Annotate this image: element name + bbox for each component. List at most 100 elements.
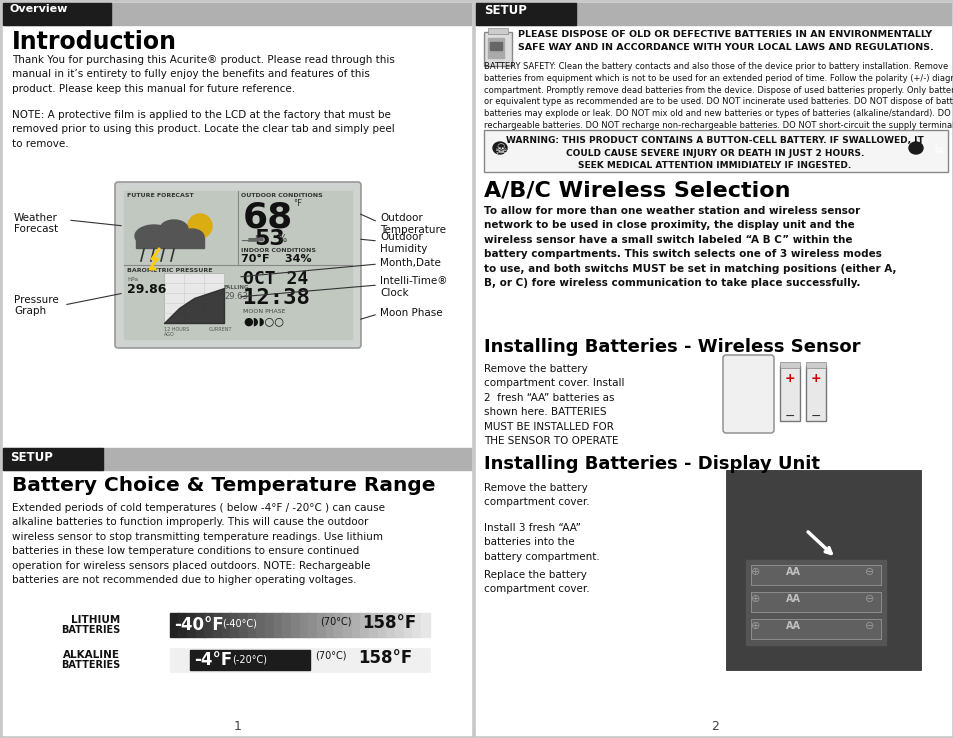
Bar bbox=[178, 613, 187, 637]
Text: Forecast: Forecast bbox=[14, 224, 58, 234]
Text: ▁▃▅: ▁▃▅ bbox=[241, 231, 263, 241]
Text: OUTDOOR CONDITIONS: OUTDOOR CONDITIONS bbox=[241, 193, 322, 198]
Bar bbox=[403, 613, 413, 637]
Bar bbox=[343, 613, 352, 637]
Text: OCT 24: OCT 24 bbox=[243, 270, 308, 288]
Text: -40°F: -40°F bbox=[173, 616, 224, 634]
Text: 12 HOURS: 12 HOURS bbox=[164, 327, 189, 332]
Bar bbox=[239, 613, 248, 637]
Bar bbox=[490, 42, 501, 50]
Bar bbox=[195, 613, 205, 637]
Text: 158°F: 158°F bbox=[357, 649, 412, 667]
Text: Month,Date: Month,Date bbox=[379, 258, 440, 268]
Text: 68: 68 bbox=[243, 201, 293, 235]
Text: Remove the battery
compartment cover. Install
2  fresh “AA” batteries as
shown h: Remove the battery compartment cover. In… bbox=[483, 364, 624, 446]
Bar bbox=[170, 613, 179, 637]
Text: Moon Phase: Moon Phase bbox=[379, 308, 442, 318]
Text: 12:38: 12:38 bbox=[243, 288, 310, 308]
Text: Extended periods of cold temperatures ( below -4°F / -20°C ) can cause
alkaline : Extended periods of cold temperatures ( … bbox=[12, 503, 385, 585]
Text: FUTURE FORECAST: FUTURE FORECAST bbox=[127, 193, 193, 198]
Bar bbox=[3, 3, 111, 25]
Bar bbox=[230, 613, 239, 637]
Bar bbox=[359, 613, 369, 637]
Text: NOTE: A protective film is applied to the LCD at the factory that must be
remove: NOTE: A protective film is applied to th… bbox=[12, 110, 395, 149]
Bar bbox=[386, 613, 395, 637]
Bar bbox=[369, 613, 377, 637]
Text: SETUP: SETUP bbox=[483, 4, 526, 17]
Text: PLEASE DISPOSE OF OLD OR DEFECTIVE BATTERIES IN AN ENVIRONMENTALLY
SAFE WAY AND : PLEASE DISPOSE OF OLD OR DEFECTIVE BATTE… bbox=[517, 30, 933, 52]
Bar bbox=[170, 613, 430, 637]
Ellipse shape bbox=[180, 229, 204, 245]
Text: AGO: AGO bbox=[164, 332, 174, 337]
Text: A/B/C Wireless Selection: A/B/C Wireless Selection bbox=[483, 180, 790, 200]
Bar bbox=[3, 3, 471, 25]
Bar bbox=[725, 470, 920, 670]
Text: Humidity: Humidity bbox=[379, 244, 427, 254]
Ellipse shape bbox=[188, 214, 212, 238]
Bar bbox=[750, 619, 880, 639]
Text: AA: AA bbox=[785, 621, 801, 631]
Text: CURRENT: CURRENT bbox=[209, 327, 233, 332]
Text: Install 3 fresh “AA”
batteries into the
battery compartment.: Install 3 fresh “AA” batteries into the … bbox=[483, 523, 599, 562]
Text: 53: 53 bbox=[253, 229, 284, 249]
Bar bbox=[476, 3, 950, 735]
Bar bbox=[316, 613, 326, 637]
Text: Overview: Overview bbox=[10, 4, 69, 14]
Ellipse shape bbox=[135, 225, 172, 247]
Text: Clock: Clock bbox=[379, 288, 408, 298]
Text: Replace the battery
compartment cover.: Replace the battery compartment cover. bbox=[483, 570, 589, 594]
Bar bbox=[412, 613, 420, 637]
Text: Battery Choice & Temperature Range: Battery Choice & Temperature Range bbox=[12, 476, 435, 495]
Bar bbox=[308, 613, 316, 637]
Text: Installing Batteries - Wireless Sensor: Installing Batteries - Wireless Sensor bbox=[483, 338, 860, 356]
Text: ⊖: ⊖ bbox=[863, 621, 873, 631]
Bar bbox=[3, 448, 103, 470]
Bar bbox=[265, 613, 274, 637]
Bar bbox=[170, 648, 430, 672]
Text: MOON PHASE: MOON PHASE bbox=[243, 309, 285, 314]
Bar bbox=[750, 592, 880, 612]
Bar bbox=[750, 565, 880, 585]
Text: %: % bbox=[277, 234, 287, 244]
Text: ⊖: ⊖ bbox=[863, 567, 873, 577]
Text: 29.86: 29.86 bbox=[127, 283, 166, 296]
Text: WARNING: THIS PRODUCT CONTAINS A BUTTON-CELL BATTERY. IF SWALLOWED, IT
COULD CAU: WARNING: THIS PRODUCT CONTAINS A BUTTON-… bbox=[506, 136, 923, 170]
Text: 2: 2 bbox=[710, 720, 719, 733]
Bar bbox=[274, 613, 283, 637]
Text: ☠: ☠ bbox=[931, 143, 943, 157]
Bar bbox=[483, 32, 512, 66]
Bar bbox=[299, 613, 309, 637]
Bar bbox=[750, 592, 880, 612]
Bar bbox=[476, 3, 576, 25]
Text: Outdoor: Outdoor bbox=[379, 213, 422, 223]
Bar bbox=[124, 191, 352, 339]
Text: Temperature: Temperature bbox=[379, 225, 446, 235]
Bar bbox=[187, 613, 195, 637]
Text: Graph: Graph bbox=[14, 306, 46, 316]
Text: Outdoor: Outdoor bbox=[379, 232, 422, 242]
Text: INDOOR CONDITIONS: INDOOR CONDITIONS bbox=[241, 248, 315, 253]
Text: ALKALINE: ALKALINE bbox=[63, 650, 120, 660]
Bar bbox=[483, 130, 947, 172]
Bar bbox=[282, 613, 291, 637]
Text: BATTERY SAFETY: Clean the battery contacts and also those of the device prior to: BATTERY SAFETY: Clean the battery contac… bbox=[483, 62, 953, 130]
Text: Installing Batteries - Display Unit: Installing Batteries - Display Unit bbox=[483, 455, 820, 473]
Bar bbox=[164, 273, 224, 323]
Ellipse shape bbox=[160, 220, 188, 238]
Bar bbox=[248, 613, 256, 637]
Text: −: − bbox=[784, 410, 795, 423]
Text: AA: AA bbox=[785, 594, 801, 604]
Text: ⊖: ⊖ bbox=[863, 594, 873, 604]
Bar bbox=[3, 3, 471, 735]
Text: (-20°C): (-20°C) bbox=[232, 654, 267, 664]
Text: AA: AA bbox=[785, 567, 801, 577]
Bar bbox=[780, 366, 800, 421]
Text: Pressure: Pressure bbox=[14, 295, 59, 305]
Bar bbox=[488, 28, 507, 34]
Text: SETUP: SETUP bbox=[10, 451, 52, 464]
Bar bbox=[204, 613, 213, 637]
Text: BAROMETRIC PRESSURE: BAROMETRIC PRESSURE bbox=[127, 268, 213, 273]
Text: Intelli-Time®: Intelli-Time® bbox=[379, 276, 447, 286]
Text: +: + bbox=[784, 372, 795, 385]
Bar bbox=[377, 613, 387, 637]
